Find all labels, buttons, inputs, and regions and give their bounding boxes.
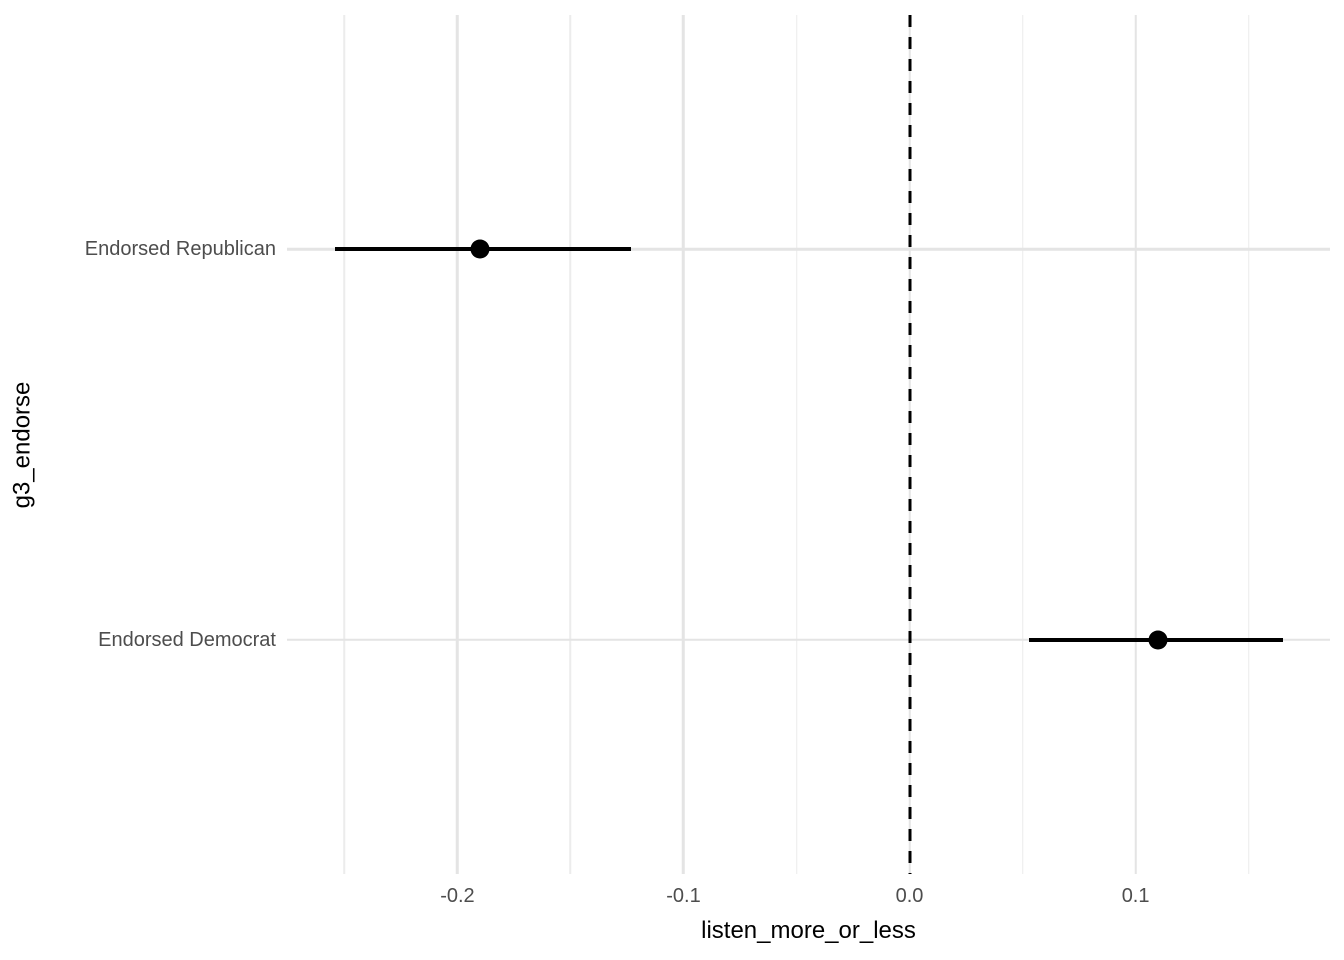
- x-tick-label: -0.1: [666, 885, 701, 907]
- point-estimate-marker: [470, 239, 490, 259]
- minor-gridline: [569, 15, 572, 874]
- plot-panel: [287, 15, 1330, 874]
- y-axis-title: g3_endorse: [8, 381, 35, 508]
- x-tick-label: 0.1: [1121, 885, 1150, 907]
- category-gridline: [287, 638, 1330, 641]
- major-gridline: [1134, 15, 1137, 874]
- zero-reference-line: [908, 15, 912, 874]
- x-axis-title: listen_more_or_less: [701, 917, 916, 944]
- minor-gridline: [1021, 15, 1024, 874]
- x-tick-label: 0.0: [895, 885, 924, 907]
- minor-gridline: [795, 15, 798, 874]
- minor-gridline: [343, 15, 346, 874]
- point-estimate-marker: [1148, 630, 1168, 650]
- major-gridline: [682, 15, 685, 874]
- category-gridline: [287, 248, 1330, 251]
- y-category-label: Endorsed Republican: [84, 238, 276, 261]
- y-axis-title-area: g3_endorse: [4, 15, 40, 874]
- minor-gridline: [1247, 15, 1250, 874]
- y-category-label: Endorsed Democrat: [98, 628, 276, 651]
- x-tick-label: -0.2: [440, 885, 475, 907]
- major-gridline: [456, 15, 459, 874]
